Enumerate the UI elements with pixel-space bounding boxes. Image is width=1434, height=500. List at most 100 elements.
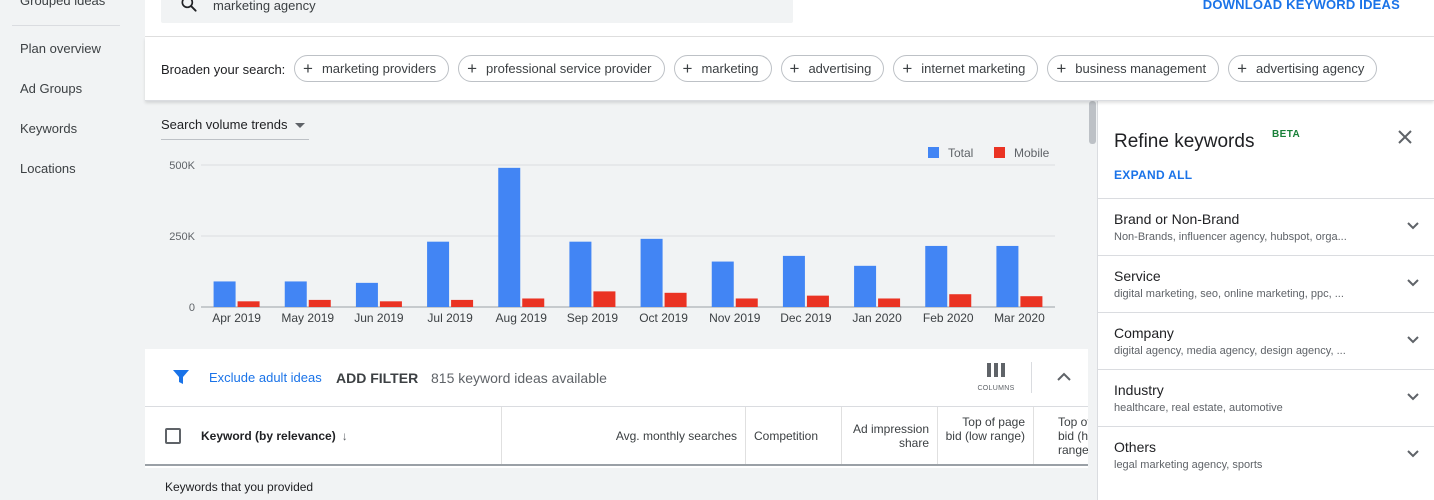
chart-bar-mobile [308, 299, 331, 307]
search-header: marketing agency DOWNLOAD KEYWORD IDEAS [145, 0, 1434, 37]
chart-bar-total [569, 241, 592, 307]
ad-impression-share-label: Ad impression share [852, 422, 929, 450]
nav-divider [12, 25, 120, 26]
broaden-chip[interactable]: + marketing [673, 55, 772, 82]
top-of-page-bid-low-header[interactable]: Top of page bid (low range) [938, 407, 1034, 464]
chart-bar-mobile [664, 292, 687, 307]
toolbar-divider [1031, 362, 1032, 393]
left-nav: Grouped ideas Plan overview Ad Groups Ke… [0, 0, 145, 500]
x-tick-label: Sep 2019 [567, 311, 619, 325]
plus-icon: + [682, 59, 693, 78]
top-of-page-bid-high-header[interactable]: Top of page bid (high range) [1034, 407, 1088, 464]
refine-section[interactable]: Brand or Non-Brand Non-Brands, influencer… [1098, 198, 1434, 255]
refine-keywords-title: Refine keywords [1114, 131, 1255, 152]
broaden-chip-label: internet marketing [921, 61, 1026, 76]
columns-button[interactable]: COLUMNS [971, 363, 1021, 392]
add-filter-button[interactable]: ADD FILTER [336, 370, 419, 386]
x-tick-label: Jun 2019 [354, 311, 404, 325]
keyword-header-label: Keyword (by relevance) [201, 429, 336, 443]
chart-bar-mobile [1020, 296, 1043, 307]
broaden-chip[interactable]: + marketing providers [294, 55, 450, 82]
avg-monthly-searches-label: Avg. monthly searches [615, 429, 737, 443]
x-tick-label: Feb 2020 [923, 311, 974, 325]
nav-item-plan-overview[interactable]: Plan overview [20, 41, 101, 56]
refine-keywords-panel: Refine keywords BETA EXPAND ALL Brand or… [1097, 101, 1434, 500]
nav-item-locations[interactable]: Locations [20, 161, 76, 176]
close-icon[interactable] [1397, 129, 1413, 145]
chart-bar-total [284, 281, 307, 307]
chevron-down-icon [1407, 279, 1419, 287]
chevron-up-icon[interactable] [1056, 371, 1072, 383]
refine-section-subtitle: healthcare, real estate, automotive [1114, 402, 1283, 414]
x-tick-label: Mar 2020 [994, 311, 1045, 325]
refine-section-subtitle: Non-Brands, influencer agency, hubspot, … [1114, 231, 1347, 243]
broaden-chip-label: marketing providers [321, 61, 437, 76]
columns-icon [987, 363, 1005, 377]
provided-keywords-label: Keywords that you provided [165, 480, 314, 494]
search-volume-chart: 0 250K 500K Apr 2019 May 2019 Jun 2019 Jul 201… [169, 146, 1055, 325]
chart-bar-total [427, 241, 450, 307]
broaden-chip-label: professional service provider [486, 61, 652, 76]
dropdown-caret-icon [295, 123, 306, 129]
columns-label: COLUMNS [977, 385, 1015, 392]
beta-badge: BETA [1272, 129, 1301, 140]
broaden-chip[interactable]: + advertising [780, 55, 885, 82]
competition-header[interactable]: Competition [746, 407, 842, 464]
chart-bar-total [711, 261, 734, 307]
nav-item-grouped-ideas[interactable]: Grouped ideas [20, 0, 106, 8]
arrow-down-icon: ↓ [341, 429, 348, 443]
legend-swatch [994, 147, 1005, 158]
keyword-count-text: 815 keyword ideas available [431, 370, 607, 386]
chart-bar-total [996, 245, 1019, 307]
chart-bar-mobile [593, 291, 616, 307]
keyword-search-input[interactable]: marketing agency [161, 0, 793, 23]
legend-label: Total [948, 146, 973, 160]
nav-item-keywords[interactable]: Keywords [20, 121, 78, 136]
filter-icon[interactable] [172, 369, 190, 385]
keyword-sort-header[interactable]: Keyword (by relevance) ↓ [201, 429, 348, 443]
refine-section[interactable]: Industry healthcare, real estate, automot… [1098, 369, 1434, 426]
x-tick-label: Oct 2019 [639, 311, 688, 325]
plus-icon: + [303, 59, 313, 78]
chevron-down-icon [1407, 393, 1419, 401]
scrollbar-track[interactable] [1088, 101, 1097, 500]
scrollbar-thumb[interactable] [1089, 101, 1096, 144]
broaden-search-bar: Broaden your search: + marketing provider… [145, 37, 1434, 101]
avg-monthly-searches-header[interactable]: Avg. monthly searches [502, 407, 746, 464]
broaden-chip[interactable]: + internet marketing [893, 55, 1039, 82]
download-keyword-ideas-button[interactable]: DOWNLOAD KEYWORD IDEAS [1202, 0, 1400, 12]
competition-label: Competition [754, 429, 819, 443]
y-tick-label: 500K [169, 160, 195, 172]
broaden-chip[interactable]: + professional service provider [458, 55, 665, 82]
refine-section[interactable]: Service digital marketing, seo, online ma… [1098, 255, 1434, 312]
chart-bar-total [213, 281, 236, 307]
search-volume-trends-dropdown[interactable]: Search volume trends [161, 117, 306, 132]
search-volume-chart-panel: Search volume trends 0 250K 500K Apr 2019 Ma… [145, 101, 1088, 349]
chevron-down-icon [1407, 450, 1419, 458]
select-all-checkbox[interactable] [165, 428, 181, 444]
chart-bar-total [355, 282, 378, 307]
x-tick-label: Jan 2020 [852, 311, 902, 325]
chart-bar-mobile [379, 301, 402, 307]
refine-section[interactable]: Company digital agency, media agency, des… [1098, 312, 1434, 369]
chart-bar-total [640, 238, 663, 307]
ad-impression-share-header[interactable]: Ad impression share [842, 407, 938, 464]
keyword-column-header: Keyword (by relevance) ↓ [145, 407, 502, 464]
broaden-chip-label: advertising agency [1256, 61, 1365, 76]
chevron-down-icon [1407, 222, 1419, 230]
x-tick-label: Aug 2019 [496, 311, 548, 325]
exclude-adult-ideas-filter[interactable]: Exclude adult ideas [209, 370, 322, 385]
chevron-down-icon [1407, 336, 1419, 344]
nav-item-ad-groups[interactable]: Ad Groups [20, 81, 83, 96]
plus-icon: + [1056, 59, 1067, 78]
expand-all-button[interactable]: EXPAND ALL [1114, 168, 1193, 182]
dropdown-underline [161, 139, 309, 140]
chart-bar-mobile [522, 298, 545, 307]
chart-bar-mobile [806, 295, 829, 307]
plus-icon: + [789, 59, 800, 78]
broaden-chip[interactable]: + advertising agency [1228, 55, 1378, 82]
plus-icon: + [1237, 59, 1248, 78]
refine-section[interactable]: Others legal marketing agency, sports [1098, 426, 1434, 483]
broaden-chip[interactable]: + business management [1047, 55, 1220, 82]
